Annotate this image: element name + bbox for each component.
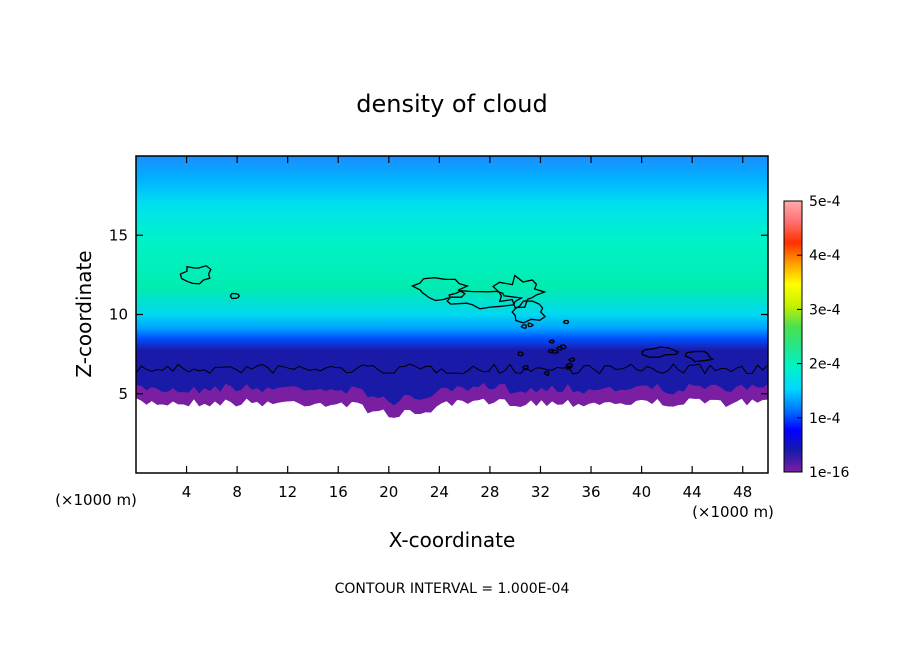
contour-line (550, 349, 560, 354)
contour-line (517, 351, 524, 357)
x-tick-label: 16 (329, 483, 348, 501)
contour-line (564, 365, 573, 370)
x-tick-label: 8 (232, 483, 242, 501)
x-tick-label: 20 (379, 483, 398, 501)
x-tick-label: 40 (632, 483, 651, 501)
colorbar-tick-label: 1e-16 (809, 465, 849, 481)
contour-line (548, 339, 555, 344)
colorbar-scale (783, 200, 803, 473)
y-tick-label: 10 (109, 306, 128, 324)
contour-line (556, 345, 564, 351)
y-axis-label: Z-coordinate (72, 250, 96, 377)
contour-line (567, 357, 576, 363)
x-tick-label: 32 (531, 483, 550, 501)
contour-line (527, 322, 535, 328)
contour-line (641, 346, 680, 358)
x-tick-label: 36 (581, 483, 600, 501)
plot-area (135, 155, 769, 474)
contour-line (521, 364, 529, 371)
y-tick-label: 15 (109, 226, 128, 244)
contour-line (136, 363, 768, 375)
colorbar-tick-label: 1e-4 (809, 411, 841, 427)
x-tick-label: 28 (480, 483, 499, 501)
x-axis-ticks: 4 8 12 16 20 24 28 32 36 40 44 48 (182, 156, 752, 501)
contour-line (179, 265, 212, 285)
y-tick-label: 5 (118, 385, 128, 403)
y-axis-unit: (×1000 m) (55, 491, 137, 509)
colorbar-tick-label: 5e-4 (809, 194, 841, 210)
x-tick-label: 48 (733, 483, 752, 501)
contour-line (562, 319, 570, 325)
dark-blue-layer (136, 358, 768, 418)
contour-line (520, 324, 528, 329)
cloud-base-band (136, 358, 768, 418)
contour-line (684, 350, 715, 363)
contour-lines (136, 265, 768, 377)
x-tick-label: 44 (683, 483, 702, 501)
y-axis-ticks: 5 10 15 (109, 226, 768, 403)
contour-line (543, 370, 550, 377)
colorbar: 1e-16 1e-4 2e-4 3e-4 4e-4 5e-4 (783, 194, 849, 481)
colorbar-ticks: 1e-16 1e-4 2e-4 3e-4 4e-4 5e-4 (797, 194, 849, 481)
colorbar-tick-label: 2e-4 (809, 357, 841, 373)
colorbar-tick-label: 3e-4 (809, 302, 841, 318)
x-tick-label: 4 (182, 483, 192, 501)
chart-title: density of cloud (356, 90, 547, 118)
colorbar-tick-label: 4e-4 (809, 248, 841, 264)
x-axis-label: X-coordinate (389, 528, 516, 552)
contour-line (492, 274, 547, 309)
x-tick-label: 12 (278, 483, 297, 501)
x-axis-unit: (×1000 m) (692, 503, 774, 521)
contour-interval-note: CONTOUR INTERVAL = 1.000E-04 (335, 581, 570, 597)
contour-line (558, 344, 567, 350)
x-tick-label: 24 (430, 483, 449, 501)
contour-line (229, 292, 240, 300)
contour-line (446, 290, 524, 310)
contour-line (511, 300, 547, 324)
purple-base-layer (136, 383, 768, 418)
